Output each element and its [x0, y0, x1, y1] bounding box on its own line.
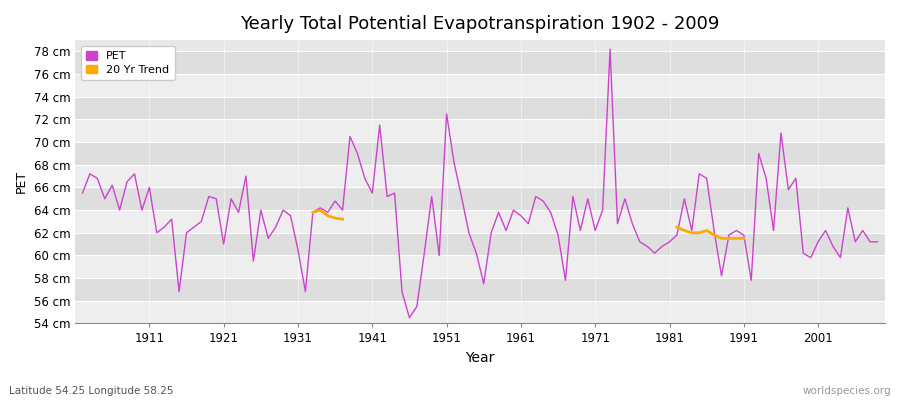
X-axis label: Year: Year — [465, 351, 495, 365]
Legend: PET, 20 Yr Trend: PET, 20 Yr Trend — [81, 46, 175, 80]
PET — [605, 47, 616, 52]
Text: Latitude 54.25 Longitude 58.25: Latitude 54.25 Longitude 58.25 — [9, 386, 174, 396]
20 Yr Trend — [322, 213, 333, 218]
Bar — [75, 233, 885, 256]
Bar — [75, 97, 885, 120]
20 Yr Trend — [329, 216, 340, 220]
Bar — [75, 74, 885, 97]
Bar — [75, 210, 885, 233]
Line: 20 Yr Trend: 20 Yr Trend — [313, 210, 343, 219]
Bar — [75, 301, 885, 324]
20 Yr Trend — [308, 210, 319, 215]
PET — [77, 191, 88, 196]
Bar — [75, 188, 885, 210]
PET — [872, 240, 883, 244]
PET — [790, 176, 801, 181]
Bar — [75, 52, 885, 74]
Text: worldspecies.org: worldspecies.org — [803, 386, 891, 396]
Bar — [75, 142, 885, 165]
Bar — [75, 278, 885, 301]
Title: Yearly Total Potential Evapotranspiration 1902 - 2009: Yearly Total Potential Evapotranspiratio… — [240, 15, 720, 33]
20 Yr Trend — [315, 208, 326, 212]
PET — [404, 315, 415, 320]
20 Yr Trend — [338, 217, 348, 222]
PET — [158, 225, 169, 230]
PET — [776, 131, 787, 136]
Y-axis label: PET: PET — [15, 170, 28, 193]
Bar — [75, 256, 885, 278]
Line: PET: PET — [83, 49, 878, 318]
PET — [456, 194, 467, 199]
Bar — [75, 120, 885, 142]
PET — [203, 194, 214, 199]
PET — [724, 233, 734, 238]
Bar — [75, 165, 885, 188]
